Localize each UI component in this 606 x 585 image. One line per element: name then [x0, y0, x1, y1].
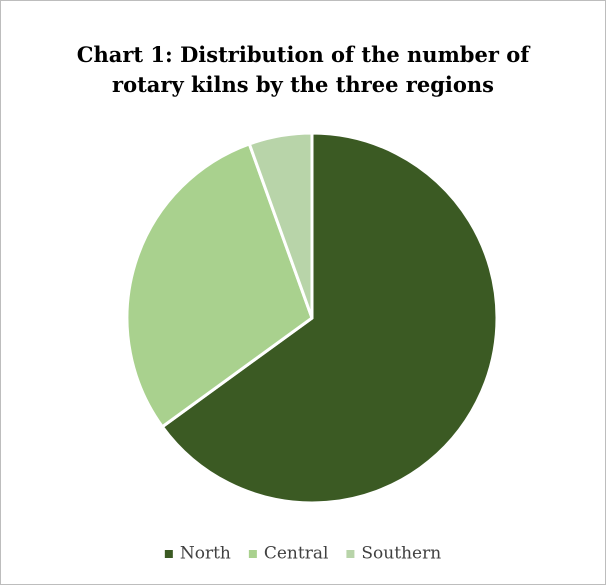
legend-marker [346, 550, 355, 558]
legend-label: North [180, 544, 231, 564]
pie-slice [160, 131, 499, 505]
legend-label: Central [264, 544, 329, 564]
legend-label: Southern [361, 544, 441, 564]
chart-title: Chart 1: Distribution of the number of r… [76, 42, 530, 97]
pie-slice [247, 131, 314, 320]
legend-marker [164, 550, 173, 558]
pie-slice [125, 142, 314, 429]
legend-marker [248, 550, 257, 558]
